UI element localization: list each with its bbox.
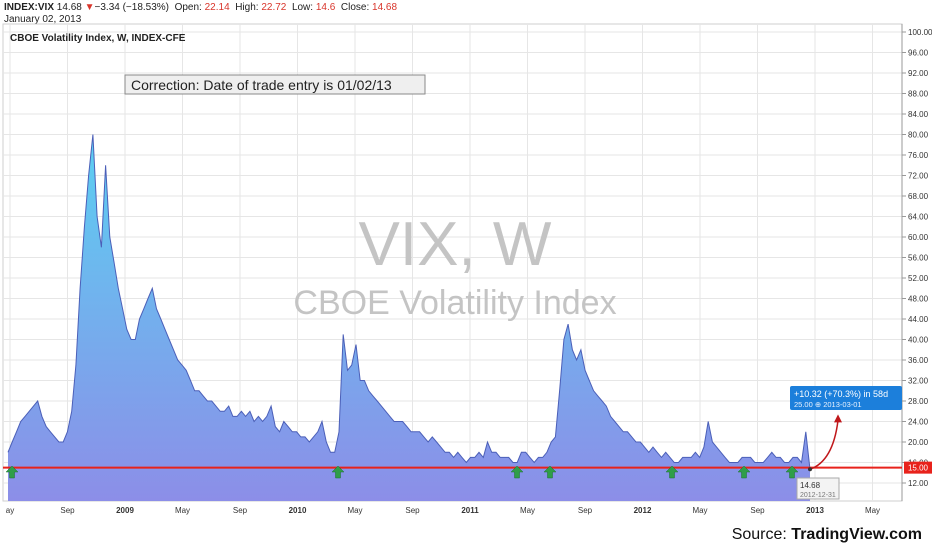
buy-signals xyxy=(5,465,799,479)
quote-line: INDEX:VIX 14.68 ▼−3.34 (−18.53%) Open: 2… xyxy=(4,2,397,14)
y-tick-label: 92.00 xyxy=(908,69,929,78)
projection-curve xyxy=(809,420,839,470)
x-tick-label: Sep xyxy=(233,506,248,515)
high-label: High: xyxy=(235,2,259,13)
y-tick-label: 68.00 xyxy=(908,192,929,201)
y-tick-label: 96.00 xyxy=(908,49,929,58)
y-tick-label: 44.00 xyxy=(908,315,929,324)
open-label: Open: xyxy=(174,2,202,13)
time-axis[interactable]: ay Sep 2009 May Sep 2010 May Sep 2011 May Sep 2012 M… xyxy=(6,506,880,515)
last-point-box xyxy=(796,477,840,500)
support-line[interactable]: 15.00 xyxy=(3,461,932,474)
x-tick-label: May xyxy=(865,506,880,515)
y-tick-label: 60.00 xyxy=(908,233,929,242)
chart-title: CBOE Volatility Index, W, INDEX-CFE xyxy=(10,33,186,44)
watermark: VIX, W CBOE Volatility Index xyxy=(293,210,616,322)
last-point-value: 14.68 xyxy=(800,481,821,490)
source-credit: Source: TradingView.com xyxy=(732,526,922,544)
x-tick-label: May xyxy=(347,506,362,515)
y-tick-label: 24.00 xyxy=(908,418,929,427)
annotation-box[interactable]: Correction: Date of trade entry is 01/02… xyxy=(124,74,426,95)
buy-arrow-icon xyxy=(5,465,19,479)
last-price: 14.68 xyxy=(56,2,82,13)
buy-arrow-icon xyxy=(543,465,557,479)
y-tick-label: 32.00 xyxy=(908,377,929,386)
y-tick-label: 52.00 xyxy=(908,274,929,283)
x-tick-label: 2012 xyxy=(634,506,652,515)
source-prefix: Source: xyxy=(731,526,792,543)
watermark-symbol: VIX, W xyxy=(359,210,552,279)
projection-box xyxy=(790,386,902,410)
vix-area xyxy=(8,134,810,501)
change-value: −3.34 (−18.53%) xyxy=(94,2,170,13)
last-point-marker xyxy=(808,467,812,472)
high-value: 22.72 xyxy=(261,2,287,13)
x-tick-label: Sep xyxy=(578,506,593,515)
y-tick-label: 40.00 xyxy=(908,336,929,345)
low-value: 14.6 xyxy=(315,2,336,13)
y-tick-label: 76.00 xyxy=(908,151,929,160)
y-tick-label: 48.00 xyxy=(908,295,929,304)
x-tick-label: 2013 xyxy=(806,506,824,515)
projection-target: 25.00 ⊕ 2013-03-01 xyxy=(794,400,862,409)
y-tick-label: 20.00 xyxy=(908,438,929,447)
watermark-name: CBOE Volatility Index xyxy=(293,284,616,322)
source-brand: TradingView.com xyxy=(791,526,922,543)
x-tick-label: Sep xyxy=(405,506,420,515)
symbol-header: INDEX:VIX 14.68 ▼−3.34 (−18.53%) Open: 2… xyxy=(4,2,397,26)
y-tick-label: 36.00 xyxy=(908,356,929,365)
y-tick-label: 100.00 xyxy=(908,28,932,37)
y-tick-label: 56.00 xyxy=(908,254,929,263)
price-axis[interactable]: 100.00 96.00 92.00 88.00 84.00 80.00 76.00 72.0… xyxy=(901,24,932,501)
x-tick-label: May xyxy=(692,506,707,515)
buy-arrow-icon xyxy=(785,465,799,479)
y-tick-label: 64.00 xyxy=(908,213,929,222)
y-tick-label: 80.00 xyxy=(908,131,929,140)
y-tick-label: 12.00 xyxy=(908,479,929,488)
x-tick-label: 2010 xyxy=(289,506,307,515)
x-tick-label: 2009 xyxy=(116,506,134,515)
buy-arrow-icon xyxy=(737,465,751,479)
support-level-badge xyxy=(904,461,932,474)
y-tick-label: 72.00 xyxy=(908,172,929,181)
close-value: 14.68 xyxy=(372,2,398,13)
x-tick-label: May xyxy=(175,506,190,515)
y-tick-label: 88.00 xyxy=(908,90,929,99)
annotation-text: Correction: Date of trade entry is 01/02… xyxy=(131,77,392,93)
quote-date: January 02, 2013 xyxy=(4,14,82,25)
projection-arrow-icon xyxy=(834,414,842,423)
buy-arrow-icon xyxy=(665,465,679,479)
projection-change: +10.32 (+70.3%) in 58d xyxy=(794,389,888,399)
x-tick-label: Sep xyxy=(60,506,75,515)
close-label: Close: xyxy=(340,2,370,13)
y-tick-label: 84.00 xyxy=(908,110,929,119)
low-label: Low: xyxy=(291,2,314,13)
last-point-date: 2012-12-31 xyxy=(800,492,836,499)
symbol-label[interactable]: INDEX:VIX xyxy=(4,2,55,13)
x-tick-label: Sep xyxy=(750,506,765,515)
vix-line xyxy=(7,134,811,470)
buy-arrow-icon xyxy=(510,465,524,479)
x-tick-label: ay xyxy=(6,506,14,515)
change-down-icon: ▼ xyxy=(84,2,95,13)
open-value: 22.14 xyxy=(204,2,230,13)
y-tick-label: 28.00 xyxy=(908,397,929,406)
x-tick-label: May xyxy=(520,506,535,515)
x-tick-label: 2011 xyxy=(461,506,479,515)
buy-arrow-icon xyxy=(331,465,345,479)
support-level-label: 15.00 xyxy=(908,464,929,473)
